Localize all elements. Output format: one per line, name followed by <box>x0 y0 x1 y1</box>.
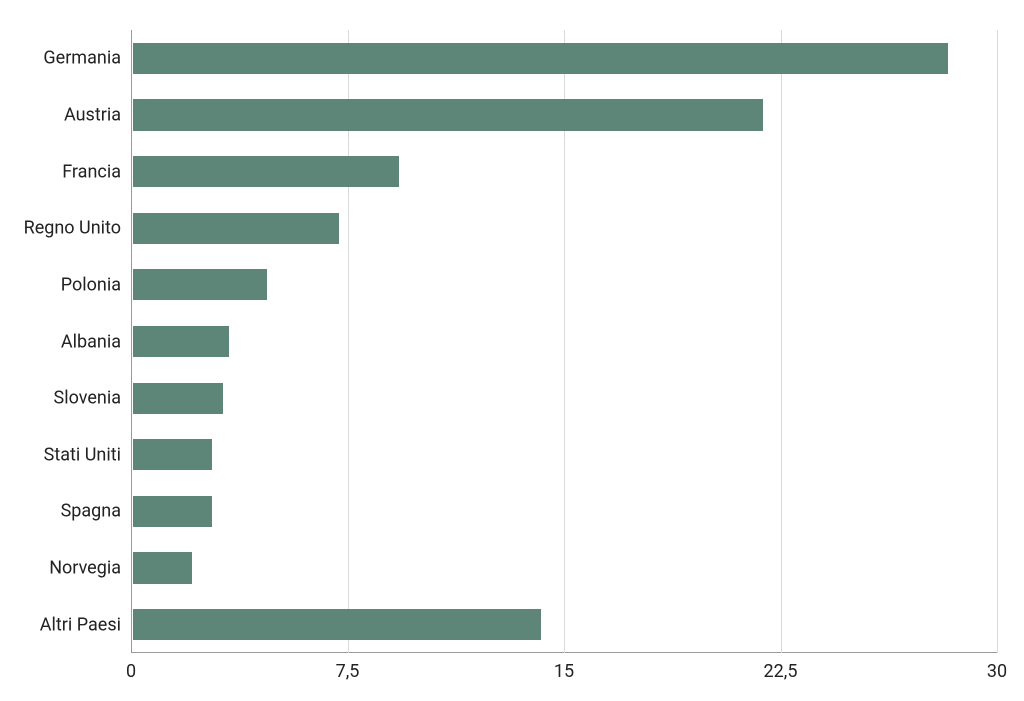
y-category-label: Norvegia <box>49 558 131 579</box>
bar <box>133 552 192 583</box>
y-category-label: Slovenia <box>54 388 131 409</box>
x-tick-label: 0 <box>126 653 136 682</box>
bar <box>133 269 267 300</box>
bar <box>133 439 212 470</box>
bar-row <box>131 383 997 414</box>
bar <box>133 156 399 187</box>
bar-row <box>131 269 997 300</box>
bar <box>133 43 948 74</box>
bar-row <box>131 43 997 74</box>
bar-row <box>131 609 997 640</box>
x-tick-label: 7,5 <box>336 653 360 682</box>
y-category-label: Spagna <box>61 501 131 522</box>
bar-row <box>131 496 997 527</box>
y-category-label: Polonia <box>61 274 131 295</box>
y-category-label: Francia <box>62 161 131 182</box>
bar-row <box>131 156 997 187</box>
bar <box>133 99 763 130</box>
plot-area: 07,51522,530GermaniaAustriaFranciaRegno … <box>131 30 997 653</box>
y-category-label: Altri Paesi <box>40 614 131 635</box>
bar <box>133 496 212 527</box>
bar-row <box>131 213 997 244</box>
y-category-label: Stati Uniti <box>44 444 131 465</box>
bar <box>133 383 223 414</box>
bar-row <box>131 552 997 583</box>
x-tick-label: 22,5 <box>764 653 798 682</box>
bar-row <box>131 99 997 130</box>
bar <box>133 609 541 640</box>
bar <box>133 326 229 357</box>
y-category-label: Regno Unito <box>24 218 131 239</box>
gridline <box>997 30 998 653</box>
y-category-label: Austria <box>64 104 131 125</box>
y-category-label: Germania <box>43 48 131 69</box>
x-tick-label: 15 <box>554 653 574 682</box>
y-category-label: Albania <box>61 331 131 352</box>
bar-row <box>131 326 997 357</box>
chart-container: 0 7,5 15 22,5 30 Germania Austria Francia Regno … <box>0 0 1024 701</box>
x-tick-label: 30 <box>987 653 1007 682</box>
bar-row <box>131 439 997 470</box>
bar <box>133 213 339 244</box>
